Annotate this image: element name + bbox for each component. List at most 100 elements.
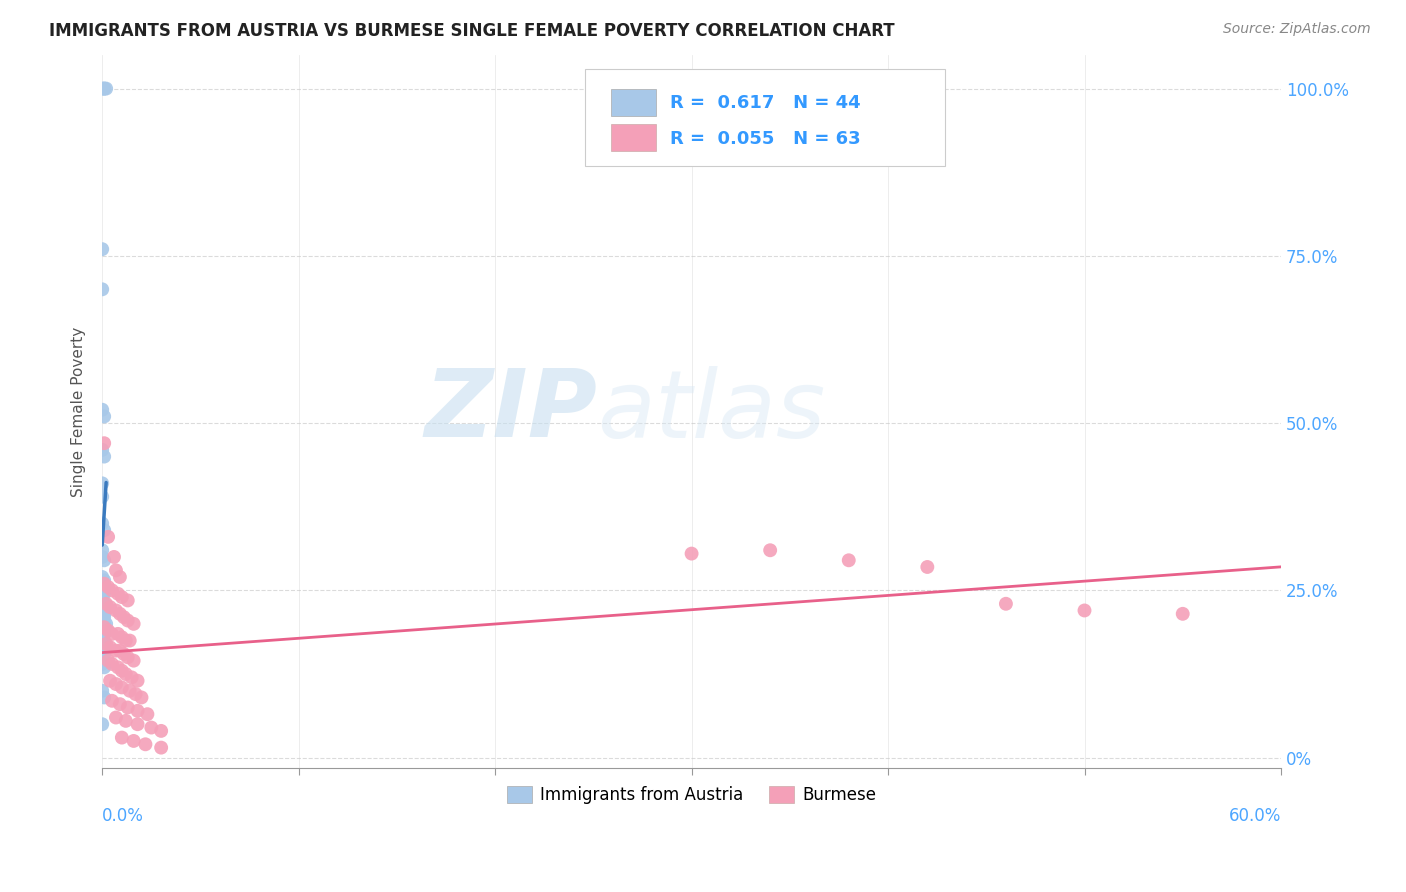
Point (101, 657, 124, 671)
Point (93, 587, 115, 601)
Point (104, 677, 127, 691)
Point (93, 81, 115, 95)
Text: ZIP: ZIP (425, 366, 598, 458)
Point (117, 614, 139, 628)
Point (91, 657, 114, 671)
Point (94, 597, 117, 611)
Point (94, 81, 117, 95)
Point (94, 616, 117, 631)
Legend: Immigrants from Austria, Burmese: Immigrants from Austria, Burmese (499, 778, 884, 813)
Point (91, 683, 114, 698)
Point (93, 627, 115, 641)
Point (91, 616, 114, 631)
Point (108, 607, 131, 621)
Point (93, 690, 115, 705)
Point (122, 616, 145, 631)
Point (93, 81, 115, 95)
Point (93, 600, 115, 615)
Point (91, 576, 114, 591)
Point (104, 710, 127, 724)
Point (97, 580, 120, 594)
Point (93, 409, 115, 424)
Point (1073, 603, 1095, 617)
Point (93, 637, 115, 651)
Point (121, 670, 143, 684)
Point (91, 570, 114, 584)
Point (114, 633, 136, 648)
Point (97, 530, 120, 544)
Point (150, 740, 173, 755)
Point (108, 570, 131, 584)
Text: 0.0%: 0.0% (103, 807, 143, 825)
Point (91, 603, 114, 617)
Point (107, 587, 129, 601)
Point (136, 707, 159, 722)
Point (1171, 607, 1194, 621)
Point (97, 624, 120, 638)
Point (91, 402, 114, 417)
Point (994, 597, 1017, 611)
Point (107, 627, 129, 641)
Point (122, 734, 145, 748)
Point (141, 721, 163, 735)
Text: atlas: atlas (598, 366, 825, 457)
Point (91, 242, 114, 256)
Point (114, 714, 136, 728)
Y-axis label: Single Female Poverty: Single Female Poverty (72, 326, 86, 497)
Point (91, 597, 114, 611)
Point (111, 731, 134, 745)
Point (91, 583, 114, 598)
Point (122, 654, 145, 668)
Point (103, 549, 125, 564)
Point (91, 590, 114, 604)
Point (917, 560, 939, 574)
Point (127, 673, 149, 688)
Point (134, 737, 156, 751)
Point (131, 690, 153, 705)
Point (111, 681, 134, 695)
Text: R =  0.617   N = 44: R = 0.617 N = 44 (671, 94, 860, 112)
Point (93, 450, 115, 464)
Point (104, 643, 127, 657)
Point (111, 630, 134, 644)
Point (93, 610, 115, 624)
Point (93, 576, 115, 591)
Point (117, 650, 139, 665)
Point (91, 633, 114, 648)
Point (91, 476, 114, 491)
Point (101, 583, 124, 598)
Point (111, 664, 134, 678)
Point (91, 81, 114, 95)
Text: IMMIGRANTS FROM AUSTRIA VS BURMESE SINGLE FEMALE POVERTY CORRELATION CHART: IMMIGRANTS FROM AUSTRIA VS BURMESE SINGL… (49, 22, 894, 40)
Point (91, 442, 114, 457)
Point (118, 633, 141, 648)
Point (112, 647, 135, 661)
Point (91, 624, 114, 638)
Point (150, 723, 173, 738)
Point (93, 647, 115, 661)
Point (91, 543, 114, 558)
Point (681, 547, 703, 561)
Point (98, 640, 121, 655)
Point (108, 643, 131, 657)
Point (127, 717, 149, 731)
Point (108, 697, 131, 711)
Point (94, 637, 117, 651)
Point (93, 607, 115, 621)
Point (124, 687, 146, 701)
Point (93, 620, 115, 634)
Point (838, 553, 860, 567)
Point (91, 717, 114, 731)
Point (112, 610, 135, 624)
Point (93, 660, 115, 674)
Point (127, 704, 149, 718)
Point (759, 543, 782, 558)
Point (93, 523, 115, 537)
Point (104, 563, 127, 577)
Point (97, 654, 120, 668)
Point (107, 660, 129, 674)
Point (111, 590, 134, 604)
Point (93, 574, 115, 588)
Point (101, 694, 124, 708)
Point (98, 673, 121, 688)
